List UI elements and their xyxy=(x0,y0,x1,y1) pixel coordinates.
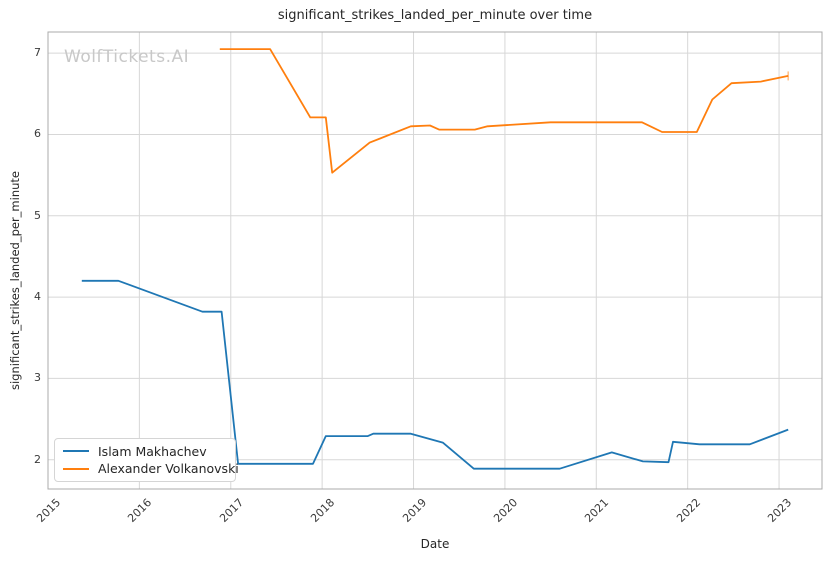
y-tick-label-4: 4 xyxy=(34,290,41,304)
legend-label: Alexander Volkanovski xyxy=(98,461,239,477)
legend-line-swatch-orange xyxy=(63,467,89,470)
y-tick-label-3: 3 xyxy=(34,371,41,385)
legend: Islam Makhachev Alexander Volkanovski xyxy=(54,438,239,482)
y-tick-label-7: 7 xyxy=(34,46,41,60)
series-line-alexander-volkanovski xyxy=(219,48,789,174)
y-tick-label-2: 2 xyxy=(34,452,41,466)
series-line-islam-makhachev xyxy=(81,279,789,470)
x-axis-label: Date xyxy=(420,537,450,551)
y-tick-label-5: 5 xyxy=(34,208,41,222)
legend-label: Islam Makhachev xyxy=(98,443,207,459)
plot-border xyxy=(47,31,823,490)
legend-line-swatch-blue xyxy=(63,450,89,453)
watermark: WolfTickets.AI xyxy=(64,47,190,67)
chart-title: significant_strikes_landed_per_minute ov… xyxy=(277,8,593,23)
legend-item-islam-makhachev: Islam Makhachev xyxy=(63,444,227,459)
y-tick-label-6: 6 xyxy=(34,127,41,141)
legend-item-alexander-volkanovski: Alexander Volkanovski xyxy=(63,461,239,476)
y-axis-label: significant_strikes_landed_per_minute xyxy=(8,171,22,390)
